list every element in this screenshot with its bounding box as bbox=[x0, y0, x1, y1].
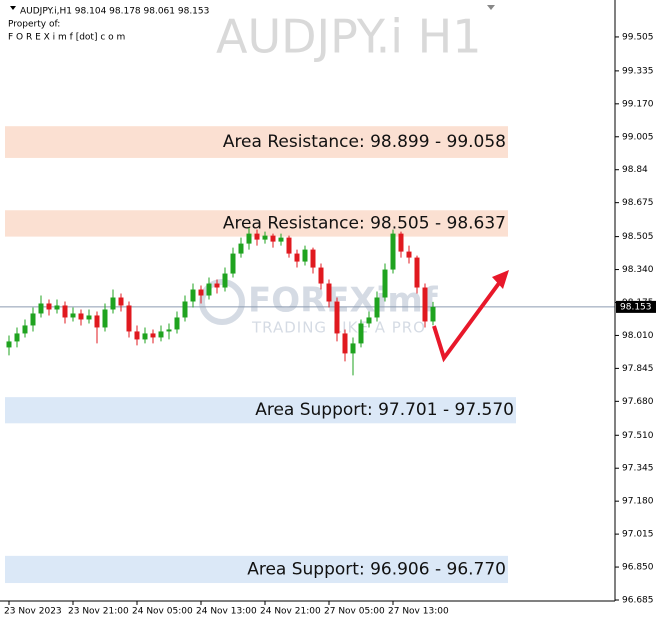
candle-body bbox=[246, 233, 252, 244]
logo-icon bbox=[199, 279, 245, 325]
candle-body bbox=[182, 301, 188, 318]
candle-body bbox=[46, 303, 52, 310]
candle-body bbox=[150, 333, 156, 338]
candle-body bbox=[190, 289, 196, 302]
y-tick-label: 97.345 bbox=[622, 464, 654, 474]
candle-body bbox=[70, 313, 76, 318]
candle-body bbox=[254, 233, 260, 240]
watermark: AUDJPY.i H1 bbox=[216, 10, 482, 64]
candle-body bbox=[62, 305, 68, 318]
candle-body bbox=[398, 233, 404, 252]
candle-body bbox=[414, 257, 420, 288]
zone-label: Area Support: 97.701 - 97.570 bbox=[255, 400, 514, 420]
y-tick-label: 99.170 bbox=[622, 99, 654, 109]
candle-body bbox=[270, 235, 276, 242]
y-tick-label: 98.340 bbox=[622, 265, 654, 275]
candle-body bbox=[174, 317, 180, 330]
y-tick-label: 99.005 bbox=[622, 132, 654, 142]
x-tick-label: 23 Nov 2023 bbox=[4, 607, 62, 617]
owner-line-2: F O R E X i m f [dot] c o m bbox=[8, 33, 125, 43]
y-tick-label: 99.505 bbox=[622, 32, 654, 42]
owner-line-1: Property of: bbox=[8, 20, 60, 30]
candle-body bbox=[302, 249, 308, 262]
candle-body bbox=[318, 267, 324, 284]
candle-body bbox=[158, 331, 164, 338]
logo-text: FOREXimf bbox=[248, 281, 439, 321]
y-tick-label: 99.335 bbox=[622, 66, 654, 76]
zone bbox=[5, 555, 508, 584]
forecast-arrow-head bbox=[492, 270, 509, 289]
header: AUDJPY.i,H1 98.104 98.178 98.061 98.153 bbox=[20, 7, 209, 17]
candle-body bbox=[390, 233, 396, 270]
candle-body bbox=[134, 331, 140, 340]
x-tick-label: 27 Nov 05:00 bbox=[324, 607, 385, 617]
last-price-box bbox=[616, 300, 656, 313]
candle-body bbox=[118, 297, 124, 306]
candle-body bbox=[294, 253, 300, 262]
x-tick-label: 24 Nov 05:00 bbox=[132, 607, 193, 617]
zone-label: Area Support: 96.906 - 96.770 bbox=[247, 559, 506, 579]
y-tick-label: 98.675 bbox=[622, 198, 654, 208]
y-tick-label: 98.84 bbox=[622, 165, 648, 175]
candle-body bbox=[310, 249, 316, 268]
candle-body bbox=[54, 305, 60, 310]
candle-body bbox=[110, 297, 116, 310]
candle-body bbox=[126, 305, 132, 332]
y-tick-label: 97.180 bbox=[622, 497, 654, 507]
candle-body bbox=[30, 313, 36, 326]
candle-body bbox=[166, 329, 172, 332]
y-tick-label: 98.505 bbox=[622, 232, 654, 242]
y-tick-label: 98.010 bbox=[622, 331, 654, 341]
candle-body bbox=[374, 297, 380, 318]
y-tick-label: 97.680 bbox=[622, 397, 654, 407]
menu-arrow[interactable] bbox=[10, 6, 16, 10]
candle-body bbox=[430, 306, 436, 322]
candle-body bbox=[358, 323, 364, 344]
candle-body bbox=[334, 301, 340, 334]
candle-body bbox=[278, 237, 284, 242]
candle-body bbox=[198, 289, 204, 296]
candle-body bbox=[142, 333, 148, 340]
candle-body bbox=[262, 235, 268, 240]
candle-body bbox=[382, 269, 388, 298]
x-tick-label: 27 Nov 13:00 bbox=[388, 607, 449, 617]
candle-body bbox=[286, 237, 292, 254]
candle-body bbox=[14, 333, 20, 342]
candle-body bbox=[86, 315, 92, 320]
candle-body bbox=[230, 253, 236, 274]
forecast-arrow bbox=[432, 273, 507, 363]
y-tick-label: 97.510 bbox=[622, 431, 654, 441]
last-price-label: 98.153 bbox=[620, 302, 652, 312]
candle-body bbox=[406, 251, 412, 258]
candle-body bbox=[38, 303, 44, 314]
zone bbox=[5, 126, 508, 158]
zone-label: Area Resistance: 98.505 - 98.637 bbox=[223, 213, 506, 233]
x-tick-label: 24 Nov 13:00 bbox=[196, 607, 257, 617]
candle-body bbox=[366, 317, 372, 324]
zone bbox=[5, 397, 516, 424]
candle-body bbox=[78, 313, 84, 320]
scroll-marker bbox=[487, 5, 495, 10]
candle-body bbox=[94, 315, 100, 328]
candle-body bbox=[22, 325, 28, 334]
candle-body bbox=[342, 333, 348, 354]
y-tick-label: 97.015 bbox=[622, 530, 654, 540]
candle-body bbox=[326, 283, 332, 302]
candle-body bbox=[6, 341, 12, 348]
candle-body bbox=[222, 273, 228, 288]
x-tick-label: 24 Nov 21:00 bbox=[260, 607, 321, 617]
x-tick-label: 23 Nov 21:00 bbox=[68, 607, 129, 617]
y-tick-label: 97.845 bbox=[622, 364, 654, 374]
zone-label: Area Resistance: 98.899 - 99.058 bbox=[223, 132, 506, 152]
candle-body bbox=[350, 343, 356, 354]
candle-body bbox=[238, 243, 244, 254]
y-tick-label: 96.850 bbox=[622, 563, 654, 573]
candle-body bbox=[422, 287, 428, 322]
candle-body bbox=[214, 283, 220, 288]
candle-body bbox=[102, 309, 108, 328]
y-tick-label: 96.685 bbox=[622, 596, 654, 606]
candle-body bbox=[206, 283, 212, 296]
